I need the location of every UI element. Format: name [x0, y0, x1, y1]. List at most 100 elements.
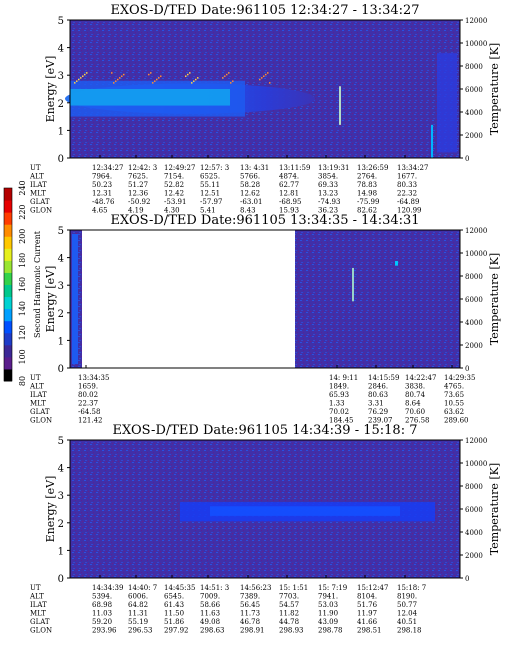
- panel-1: EXOS-D/TED Date:961105 12:34:27 - 13:34:…: [29, 3, 501, 215]
- spectrogram-pixel: [115, 80, 117, 82]
- orbit-value: 12.31: [92, 190, 112, 198]
- orbit-row-label: ALT: [29, 383, 44, 391]
- spectrogram-pixel: [226, 73, 228, 76]
- orbit-value: 44.78: [279, 618, 299, 626]
- orbit-value: 15: 1:51: [279, 584, 308, 592]
- orbit-value: 298.78: [318, 627, 343, 635]
- orbit-value: 4.30: [164, 207, 180, 215]
- orbit-value: 7009.: [200, 593, 220, 601]
- orbit-value: 8.64: [405, 400, 421, 408]
- y-tick-label: 2: [58, 519, 64, 530]
- spectrogram-pixel: [154, 80, 156, 82]
- orbit-value: 11.90: [318, 610, 338, 618]
- orbit-value: 70.02: [329, 408, 349, 416]
- orbit-value: 80.02: [78, 391, 98, 399]
- orbit-value: 51.27: [128, 181, 148, 189]
- orbit-value: 13:34:27: [397, 164, 428, 172]
- y2-tick-label: 10000: [465, 460, 487, 468]
- spectrogram-pixel: [123, 73, 125, 76]
- orbit-value: 14:22:47: [405, 374, 436, 382]
- orbit-value: 14:34:39: [92, 584, 123, 592]
- spectrogram-spike: [395, 261, 398, 266]
- orbit-value: 63.62: [444, 408, 464, 416]
- spectrogram-pixel: [269, 82, 271, 84]
- orbit-row-label: GLON: [30, 627, 52, 635]
- orbit-value: 59.20: [92, 618, 112, 626]
- y2-tick-label: 8000: [465, 273, 483, 281]
- orbit-value: 4.19: [128, 207, 144, 215]
- orbit-row-label: MLT: [30, 400, 46, 408]
- spectrogram-pixel: [232, 80, 234, 82]
- orbit-value: 14:29:35: [444, 374, 475, 382]
- y2-tick-label: 2000: [465, 552, 483, 560]
- orbit-value: 12.04: [397, 610, 418, 618]
- orbit-value: 289.60: [444, 417, 469, 425]
- orbit-value: 6006.: [128, 593, 148, 601]
- y2-tick-label: 0: [465, 155, 469, 163]
- colorbar-segment: [4, 212, 12, 225]
- orbit-row-label: ALT: [29, 173, 44, 181]
- orbit-row-label: GLON: [30, 417, 52, 425]
- orbit-value: 1.33: [329, 400, 345, 408]
- orbit-value: 298.18: [397, 627, 422, 635]
- orbit-value: 22.32: [397, 190, 417, 198]
- orbit-value: 7703.: [279, 593, 299, 601]
- orbit-value: 73.65: [444, 391, 464, 399]
- y-tick-label: 5: [58, 226, 64, 237]
- orbit-value: 14:56:23: [240, 584, 271, 592]
- orbit-value: 298.93: [279, 627, 304, 635]
- panel-title: EXOS-D/TED Date:961105 12:34:27 - 13:34:…: [110, 3, 419, 18]
- orbit-value: 51.86: [164, 618, 185, 626]
- colorbar-segment: [4, 368, 12, 382]
- orbit-value: 13: 4:31: [240, 164, 269, 172]
- spectrogram-pixel: [189, 72, 191, 74]
- spectrogram-band: [72, 234, 78, 364]
- y-tick-label: 4: [58, 254, 64, 265]
- spectrogram-band: [437, 53, 457, 153]
- y-tick-label: 3: [58, 281, 64, 292]
- orbit-value: 15.93: [279, 207, 299, 215]
- colorbar-segment: [4, 188, 12, 201]
- spectrogram-spike: [352, 267, 354, 302]
- spectrogram-spike: [431, 124, 433, 158]
- orbit-value: 54.57: [279, 601, 299, 609]
- colorbar-tick-label: 180: [18, 253, 27, 268]
- orbit-row-label: ILAT: [30, 391, 47, 399]
- y-tick-label: 3: [58, 491, 64, 502]
- spectrogram-pixel: [78, 78, 80, 81]
- spectrogram-pixel: [148, 73, 150, 76]
- colorbar-segment: [4, 284, 12, 298]
- y2-tick-label: 8000: [465, 63, 483, 71]
- spectrogram-pixel: [197, 77, 199, 79]
- y-tick-label: 0: [58, 154, 64, 165]
- orbit-value: 298.63: [200, 627, 225, 635]
- orbit-value: 7154.: [164, 173, 184, 181]
- colorbar-tick-label: 100: [18, 349, 27, 364]
- colorbar-segment: [4, 248, 12, 261]
- orbit-value: 1677.: [397, 173, 417, 181]
- colorbar-tick-label: 240: [18, 180, 27, 195]
- orbit-value: 2764.: [357, 173, 377, 181]
- orbit-value: 11.31: [128, 610, 148, 618]
- orbit-value: 50.23: [92, 181, 112, 189]
- orbit-value: 13:19:31: [318, 164, 349, 172]
- spectrogram-pixel: [261, 77, 263, 79]
- y-tick-label: 3: [58, 71, 64, 82]
- y2-tick-label: 0: [465, 365, 469, 373]
- spectrogram-segment: [295, 230, 460, 368]
- colorbar-tick-label: 140: [18, 301, 27, 316]
- orbit-value: 3838.: [405, 383, 425, 391]
- orbit-value: 120.99: [397, 207, 422, 215]
- orbit-value: 12:57: 3: [200, 164, 229, 172]
- orbit-value: 6545.: [164, 593, 184, 601]
- y-tick-label: 5: [58, 436, 64, 447]
- spectrogram-pixel: [156, 78, 158, 81]
- spectrogram-pixel: [76, 80, 78, 82]
- orbit-value: 13:34:35: [78, 374, 109, 382]
- orbit-value: -74.93: [318, 198, 340, 206]
- y-tick-label: 0: [58, 364, 64, 375]
- orbit-value: 53.03: [318, 601, 338, 609]
- orbit-value: 76.29: [368, 408, 388, 416]
- spectrogram-pixel: [82, 75, 84, 77]
- orbit-value: 14:40: 7: [128, 584, 157, 592]
